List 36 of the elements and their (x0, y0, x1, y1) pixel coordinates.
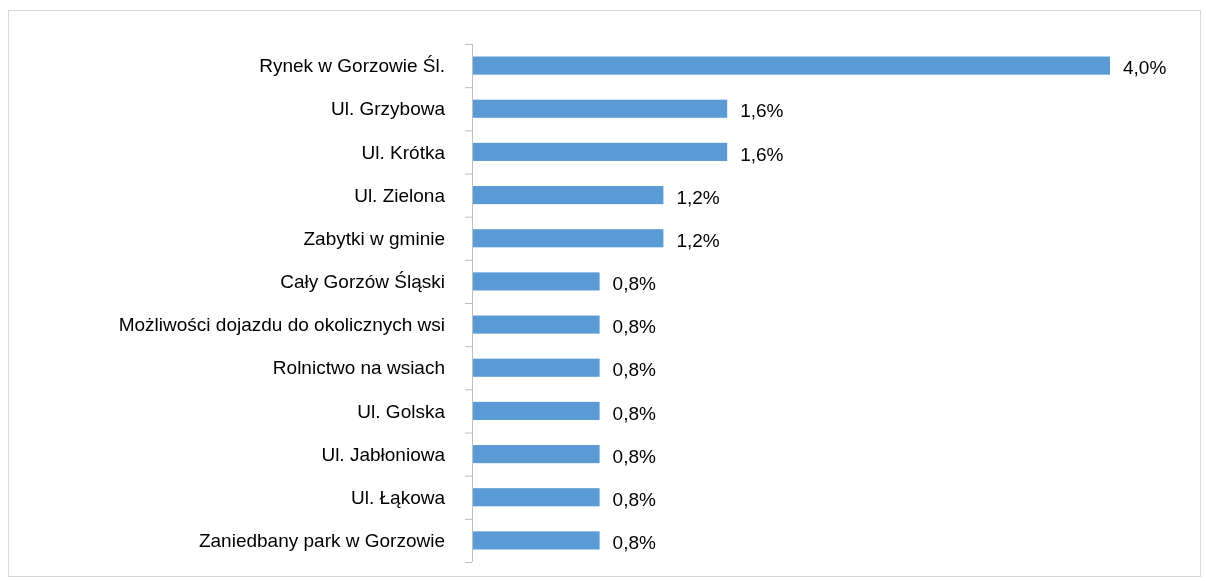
bar (472, 272, 600, 291)
data-label: 0,8% (612, 445, 657, 467)
y-tick-label: Ul. Krótka (361, 141, 446, 163)
bar (472, 445, 600, 464)
bar (472, 315, 600, 334)
data-label: 0,8% (612, 316, 657, 338)
data-label: 0,8% (612, 402, 657, 424)
bar (472, 186, 664, 205)
bar (472, 488, 600, 507)
bar (472, 358, 600, 377)
data-label: 0,8% (612, 532, 657, 554)
y-tick-label: Ul. Golska (357, 400, 446, 422)
y-tick-label: Rynek w Gorzowie Śl. (259, 55, 445, 77)
y-tick-label: Ul. Jabłoniowa (321, 443, 446, 465)
data-label: 1,2% (676, 186, 720, 208)
data-label: 0,8% (612, 273, 657, 295)
bar (472, 401, 600, 420)
bar (472, 56, 1110, 75)
bar (472, 531, 600, 550)
y-tick-label: Cały Gorzów Śląski (280, 271, 445, 293)
data-label: 1,6% (740, 143, 784, 165)
data-label: 1,6% (740, 100, 784, 122)
data-label: 4,0% (1123, 57, 1167, 79)
bar (472, 99, 728, 118)
data-label: 1,2% (676, 229, 720, 251)
y-tick-label: Zaniedbany park w Gorzowie (198, 530, 445, 552)
y-tick-label: Zabytki w gminie (303, 227, 445, 249)
y-tick-label: Ul. Grzybowa (330, 98, 446, 120)
y-tick-label: Możliwości dojazdu do okolicznych wsi (118, 314, 445, 336)
bar (472, 229, 664, 248)
y-tick-label: Rolnictwo na wsiach (272, 357, 445, 379)
data-label: 0,8% (612, 488, 657, 510)
y-tick-label: Ul. Łąkowa (351, 486, 446, 508)
data-label: 0,8% (612, 359, 657, 381)
bar (472, 142, 728, 161)
y-tick-label: Ul. Zielona (354, 184, 446, 206)
